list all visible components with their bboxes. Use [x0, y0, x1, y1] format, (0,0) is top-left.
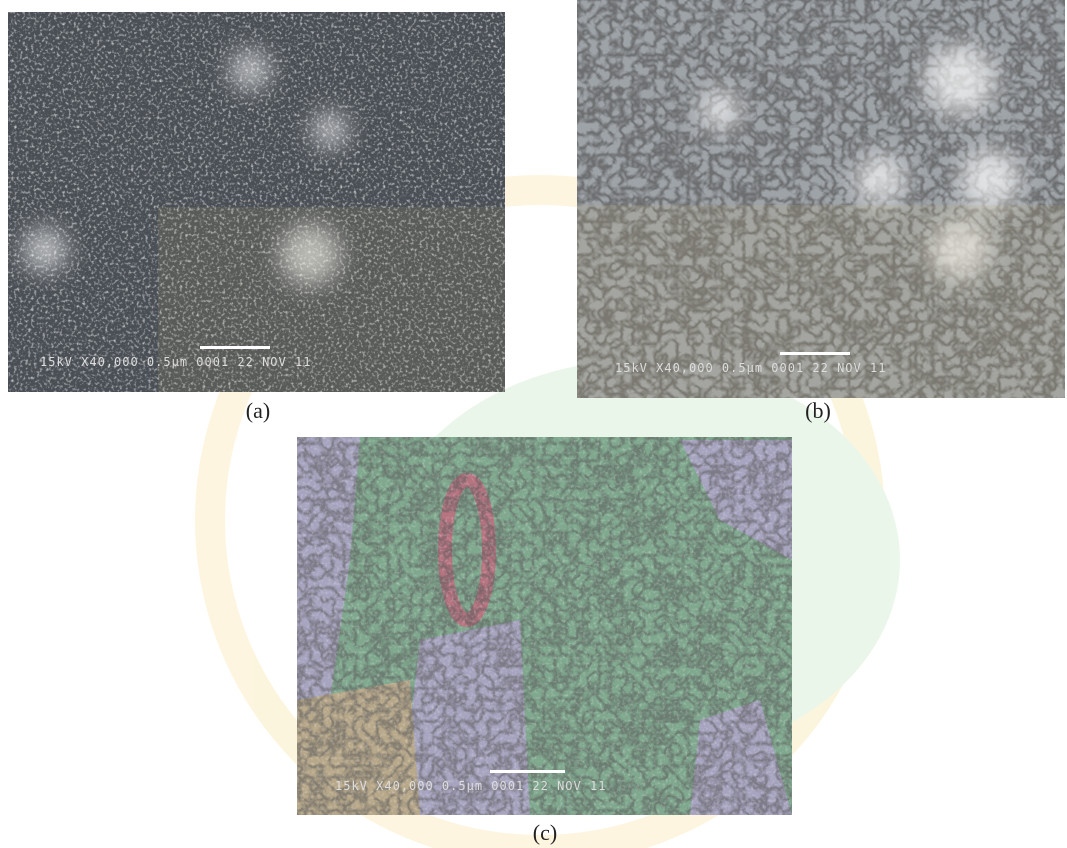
caption-label: (a): [246, 398, 270, 423]
caption-label: (b): [805, 398, 831, 423]
scale-text: 15kV X40,000 0.5μm 0001 22 NOV 11: [335, 779, 606, 793]
scale-text: 15kV X40,000 0.5μm 0001 22 NOV 11: [40, 355, 311, 369]
sem-image-c: 15kV X40,000 0.5μm 0001 22 NOV 11: [297, 437, 792, 815]
sem-image-b: 15kV X40,000 0.5μm 0001 22 NOV 11: [577, 0, 1065, 398]
figure-page: 15kV X40,000 0.5μm 0001 22 NOV 11 15kV X…: [0, 0, 1067, 848]
caption-label: (c): [533, 820, 557, 845]
sem-image-a: 15kV X40,000 0.5μm 0001 22 NOV 11: [8, 12, 505, 392]
scale-text: 15kV X40,000 0.5μm 0001 22 NOV 11: [615, 361, 886, 375]
